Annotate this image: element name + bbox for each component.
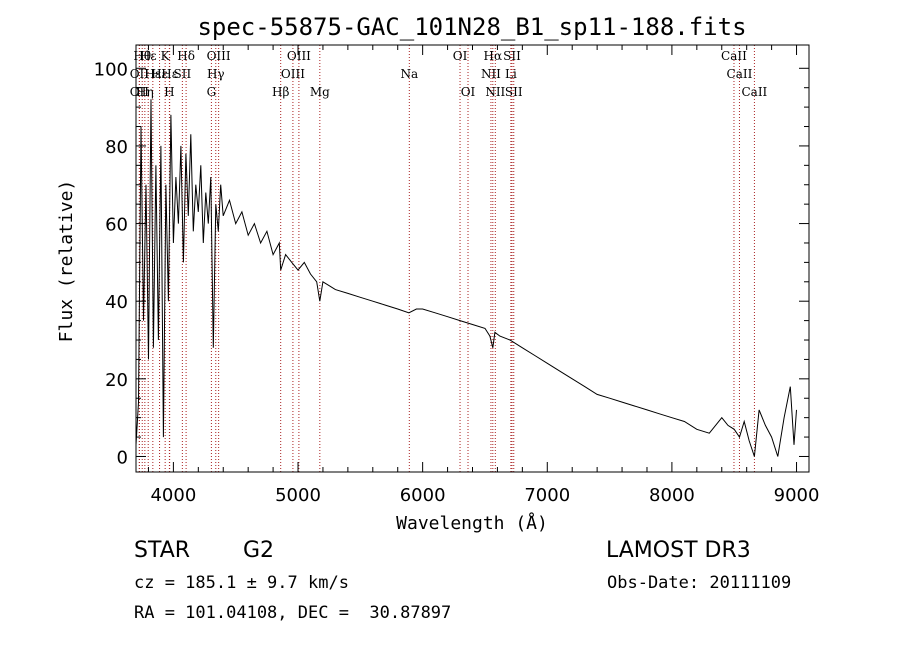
- coordinates: RA = 101.04108, DEC = 30.87897: [134, 603, 452, 623]
- line-label-23: Hα: [484, 49, 503, 63]
- spectral-line-labels: OIIOIIHθHηHεHεHεKHHεSIIHδGHγOIIIHβOIIIOI…: [130, 49, 768, 99]
- observation-date: Obs-Date: 20111109: [607, 573, 792, 593]
- line-label-2: Hθ: [133, 49, 151, 63]
- line-label-19: Na: [400, 67, 418, 81]
- x-tick-label: 5000: [275, 485, 321, 506]
- x-tick-label: 4000: [150, 485, 196, 506]
- line-label-29: CaII: [727, 67, 753, 81]
- y-tick-label: 100: [94, 59, 128, 80]
- spectral-line-markers: [138, 45, 755, 472]
- y-tick-label: 0: [117, 447, 128, 468]
- x-axis-label: Wavelength (Å): [396, 512, 548, 534]
- line-label-18: Mg: [310, 85, 330, 99]
- y-axis-ticks: 0 20 40 60 80 100: [94, 59, 809, 468]
- line-label-1: OII: [130, 85, 150, 99]
- line-label-24: NII: [485, 85, 505, 99]
- line-label-9: Hε: [161, 67, 178, 81]
- line-label-25: Li: [505, 67, 517, 81]
- line-label-7: K: [161, 49, 171, 63]
- line-label-3: Hη: [136, 85, 154, 99]
- line-label-13: Hγ: [207, 67, 225, 81]
- line-label-12: G: [207, 85, 217, 99]
- y-tick-label: 80: [105, 137, 128, 158]
- x-tick-label: 9000: [774, 485, 820, 506]
- line-label-16: OIII: [281, 67, 305, 81]
- line-label-21: OI: [461, 85, 476, 99]
- survey-name: LAMOST DR3: [606, 538, 751, 563]
- spectral-subclass: G2: [243, 538, 275, 563]
- chart-title: spec-55875-GAC_101N28_B1_sp11-188.fits: [197, 13, 746, 41]
- line-label-30: CaII: [741, 85, 767, 99]
- y-tick-label: 40: [105, 292, 128, 313]
- line-label-0: OII: [130, 67, 150, 81]
- y-tick-label: 20: [105, 370, 128, 391]
- redshift-info: cz = 185.1 ± 9.7 km/s: [134, 573, 349, 593]
- line-label-5: Hε: [144, 67, 161, 81]
- line-label-28: CaII: [721, 49, 747, 63]
- line-label-8: H: [164, 85, 174, 99]
- line-label-14: OIII: [207, 49, 231, 63]
- line-label-6: Hε: [151, 67, 168, 81]
- x-axis-ticks: 4000 5000 6000 7000 8000 9000: [147, 45, 820, 506]
- x-tick-label: 7000: [524, 485, 570, 506]
- x-tick-label: 8000: [649, 485, 695, 506]
- y-axis-label: Flux (relative): [56, 180, 77, 343]
- spectrum-line: [135, 99, 797, 457]
- object-class: STAR: [134, 538, 191, 563]
- line-label-22: NII: [481, 67, 501, 81]
- line-label-4: Hε: [140, 49, 157, 63]
- line-label-17: OIII: [287, 49, 311, 63]
- x-tick-label: 6000: [400, 485, 446, 506]
- line-label-15: Hβ: [272, 85, 289, 99]
- y-tick-label: 60: [105, 215, 128, 236]
- line-label-26: SII: [503, 49, 521, 63]
- line-label-10: SII: [174, 67, 192, 81]
- line-label-11: Hδ: [177, 49, 195, 63]
- line-label-27: SII: [505, 85, 523, 99]
- plot-frame: [135, 44, 810, 473]
- line-label-20: OI: [453, 49, 468, 63]
